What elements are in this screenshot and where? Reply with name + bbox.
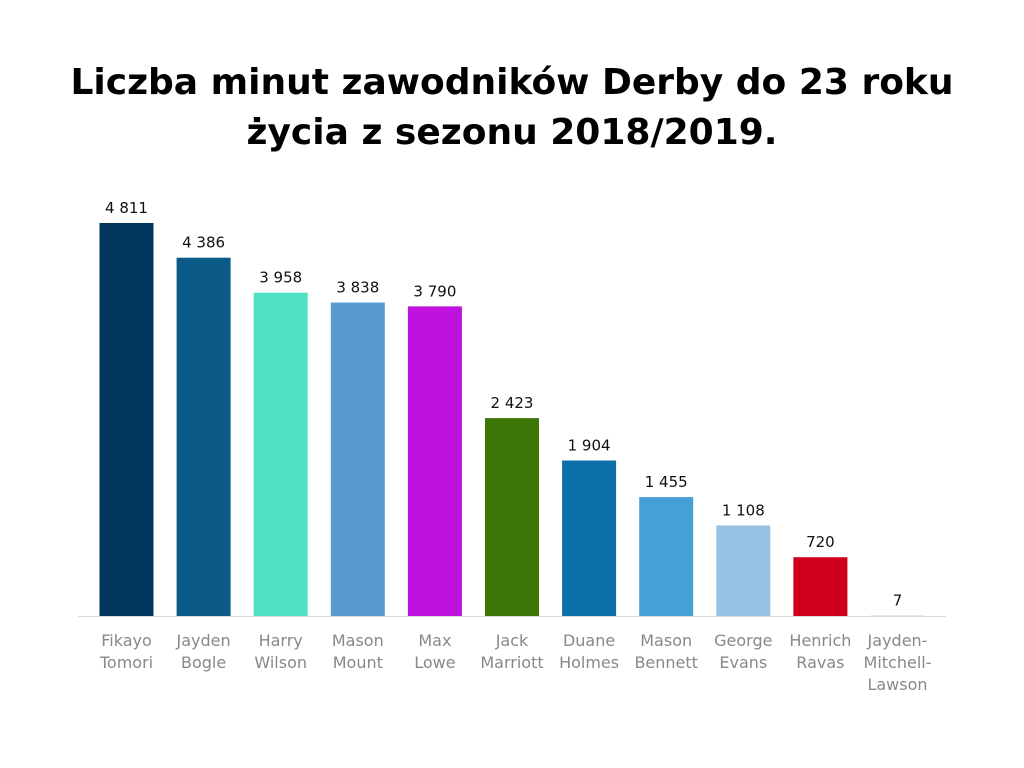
category-label-line: Tomori (99, 653, 153, 672)
category-label-2: Harry Wilson (254, 631, 307, 672)
value-label-1: 4 386 (182, 234, 225, 252)
category-label-0: Fikayo Tomori (99, 631, 153, 672)
category-label-line: Evans (719, 653, 767, 672)
category-label-line: Holmes (559, 653, 619, 672)
category-label-line: Lawson (867, 675, 927, 694)
value-label-10: 7 (893, 591, 903, 609)
bar-4 (407, 306, 462, 616)
category-label-line: Fikayo (101, 631, 152, 650)
value-label-8: 1 108 (722, 502, 765, 520)
category-label-line: George (714, 631, 772, 650)
value-label-6: 1 904 (568, 437, 611, 455)
category-label-10: Jayden- Mitchell- Lawson (864, 631, 932, 694)
category-label-8: George Evans (714, 631, 772, 672)
category-label-line: Duane (563, 631, 615, 650)
chart-title: Liczba minut zawodników Derby do 23 roku… (70, 62, 954, 153)
category-label-line: Max (418, 631, 451, 650)
value-label-3: 3 838 (336, 279, 379, 297)
category-label-line: Marriott (480, 653, 543, 672)
bar-5 (485, 418, 539, 616)
value-label-7: 1 455 (645, 473, 688, 491)
category-label-line: Mason (640, 631, 692, 650)
bar-0 (99, 223, 154, 616)
bar-10 (870, 615, 925, 616)
category-label-line: Mason (332, 631, 384, 650)
category-label-9: Henrich Ravas (789, 631, 851, 672)
value-label-0: 4 811 (105, 199, 148, 217)
category-label-line: Mitchell- (864, 653, 932, 672)
category-label-line: Harry (259, 631, 303, 650)
category-label-5: Jack Marriott (480, 631, 543, 672)
category-label-1: Jayden Bogle (176, 631, 231, 672)
category-label-line: Ravas (796, 653, 844, 672)
value-label-4: 3 790 (413, 282, 456, 300)
category-label-line: Bennett (634, 653, 698, 672)
category-label-line: Wilson (254, 653, 307, 672)
value-label-9: 720 (806, 533, 835, 551)
category-label-line: Jayden (176, 631, 231, 650)
bar-2 (253, 292, 308, 616)
category-label-7: Mason Bennett (634, 631, 698, 672)
category-label-line: Jack (495, 631, 529, 650)
bar-8 (716, 525, 771, 616)
value-label-5: 2 423 (491, 394, 534, 412)
category-label-line: Henrich (789, 631, 851, 650)
bar-7 (639, 497, 694, 616)
bar-9 (793, 557, 848, 616)
value-label-2: 3 958 (259, 269, 302, 287)
bar-1 (176, 257, 231, 616)
category-label-line: Bogle (181, 653, 226, 672)
bar-6 (562, 460, 617, 616)
category-label-4: Max Lowe (414, 631, 455, 672)
bar-3 (330, 302, 385, 616)
category-label-6: Duane Holmes (559, 631, 619, 672)
category-label-line: Lowe (414, 653, 455, 672)
category-label-line: Jayden- (867, 631, 928, 650)
category-label-line: Mount (333, 653, 383, 672)
category-label-3: Mason Mount (332, 631, 384, 672)
